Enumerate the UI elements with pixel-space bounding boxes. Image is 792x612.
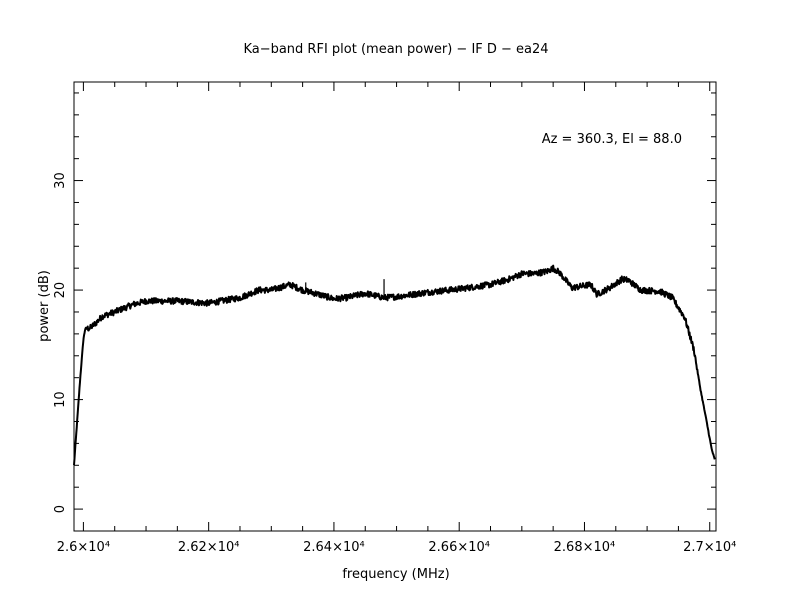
y-tick-label: 30	[53, 172, 68, 189]
x-tick-label: 2.6×10⁴	[57, 540, 110, 555]
x-tick-label: 2.62×10⁴	[178, 540, 240, 555]
x-axis-label: frequency (MHz)	[342, 567, 449, 582]
y-tick-label: 20	[53, 282, 68, 299]
x-tick-label: 2.68×10⁴	[554, 540, 616, 555]
plot-frame	[73, 81, 717, 532]
y-tick-labels: 0 10 20 30	[53, 172, 68, 513]
chart-title: Ka−band RFI plot (mean power) − IF D − e…	[243, 42, 548, 57]
x-tick-labels: 2.6×10⁴ 2.62×10⁴ 2.64×10⁴ 2.66×10⁴ 2.68×10⁴ 2…	[57, 540, 737, 555]
x-tick-label: 2.66×10⁴	[428, 540, 490, 555]
az-el-annotation: Az = 360.3, El = 88.0	[542, 132, 682, 147]
series-line	[73, 264, 716, 466]
y-tick-label: 0	[53, 505, 68, 513]
spikes	[305, 279, 385, 298]
axis-ticks	[74, 82, 716, 531]
x-tick-label: 2.64×10⁴	[303, 540, 365, 555]
y-axis-label: power (dB)	[37, 270, 52, 342]
y-tick-label: 10	[53, 391, 68, 408]
x-tick-label: 2.7×10⁴	[683, 540, 736, 555]
